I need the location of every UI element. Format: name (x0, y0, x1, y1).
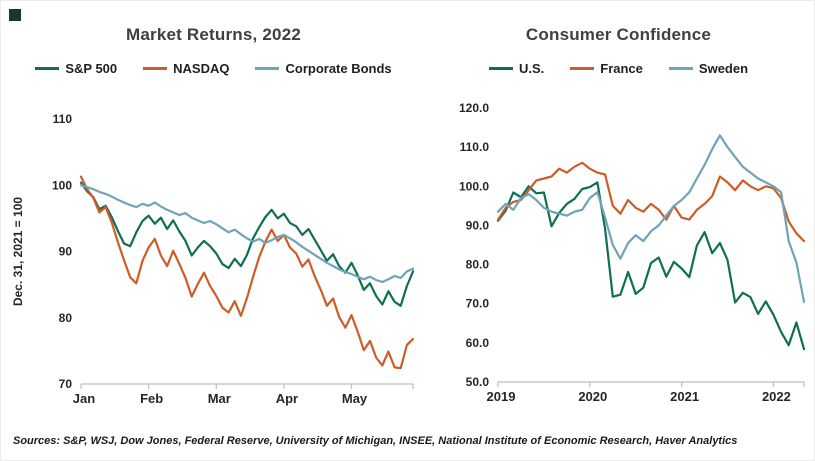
legend-line-swatch-nasdaq (143, 66, 168, 70)
legend-label-sp500: S&P 500 (65, 60, 118, 76)
chart-title-left: Market Returns, 2022 (125, 25, 302, 44)
y-tick-label: 100.0 (459, 179, 489, 193)
y-tick-label: 80 (59, 311, 73, 325)
series-line-nasdaq (79, 175, 415, 370)
y-tick-label: 90.0 (466, 218, 490, 232)
series-line-s-p-500 (79, 181, 415, 307)
y-tick-label: 50.0 (466, 375, 490, 389)
y-tick-label: 70 (59, 377, 73, 391)
market-returns-chart: 70 80 90 100 110 Jan Feb Mar Apr May Dec. 31, 2021… (6, 1, 421, 421)
legend-item-france: France (570, 61, 643, 76)
legend-line-swatch-us (488, 66, 513, 70)
x-tick-label: 2019 (487, 389, 516, 404)
legend-label-corporate-bonds: Corporate Bonds (285, 60, 392, 76)
x-tick-label: 2020 (578, 389, 607, 404)
y-tick-label: 80.0 (466, 258, 490, 272)
legend-item-corporate-bonds: Corporate Bonds (255, 60, 392, 76)
series-line-france (496, 161, 806, 243)
y-tick-label: 120.0 (459, 101, 489, 115)
legend-line-swatch-sp500 (35, 66, 60, 70)
legend-item-us: U.S. (488, 60, 545, 76)
legend-label-nasdaq: NASDAQ (173, 60, 230, 76)
y-tick-label: 110 (53, 112, 73, 126)
legend-item-sp500: S&P 500 (35, 61, 117, 76)
series-line-u-s- (496, 181, 806, 351)
series-line-sweden (496, 134, 806, 303)
x-tick-label: Mar (208, 391, 231, 406)
y-tick-label: 100 (52, 178, 72, 192)
legend-line-swatch-sweden (668, 66, 693, 70)
y-tick-label: 60.0 (466, 336, 490, 350)
legend-line-swatch-france (570, 66, 595, 70)
corner-mark (9, 9, 21, 21)
legend-item-nasdaq: NASDAQ (143, 61, 229, 76)
source-note: Sources: S&P, WSJ, Dow Jones, Federal Re… (13, 435, 738, 447)
market-returns-plot-area: 70 80 90 100 110 Jan Feb Mar Apr May Dec. 31, 2021… (11, 112, 415, 406)
legend-line-swatch-corporate-bonds (255, 66, 280, 70)
legend-right: U.S. France Sweden (426, 59, 811, 77)
chart-title-right: Consumer Confidence (525, 25, 712, 44)
x-tick-label: 2021 (670, 389, 699, 404)
series-line-corporate-bonds (79, 184, 415, 284)
legend-label-us: U.S. (518, 60, 545, 76)
y-tick-label: 110.0 (460, 140, 490, 154)
x-tick-label: Feb (140, 391, 163, 406)
y-tick-label: 70.0 (466, 297, 490, 311)
x-tick-label: May (342, 391, 368, 406)
x-tick-label: 2022 (762, 389, 791, 404)
consumer-confidence-plot-area: 50.0 60.0 70.0 80.0 90.0 100.0 110.0 120.0 2019 2… (459, 101, 806, 404)
legend-label-sweden: Sweden (698, 60, 749, 76)
legend-label-france: France (600, 60, 643, 76)
y-tick-label: 90 (59, 245, 73, 259)
consumer-confidence-chart: 50.0 60.0 70.0 80.0 90.0 100.0 110.0 120.0 2019 2… (426, 1, 811, 421)
legend-item-sweden: Sweden (668, 60, 749, 76)
x-tick-label: Jan (73, 391, 95, 406)
x-tick-label: Apr (276, 391, 298, 406)
y-axis-title: Dec. 31, 2021 = 100 (11, 197, 25, 306)
legend-left: S&P 500 NASDAQ Corporate Bonds (6, 59, 421, 77)
